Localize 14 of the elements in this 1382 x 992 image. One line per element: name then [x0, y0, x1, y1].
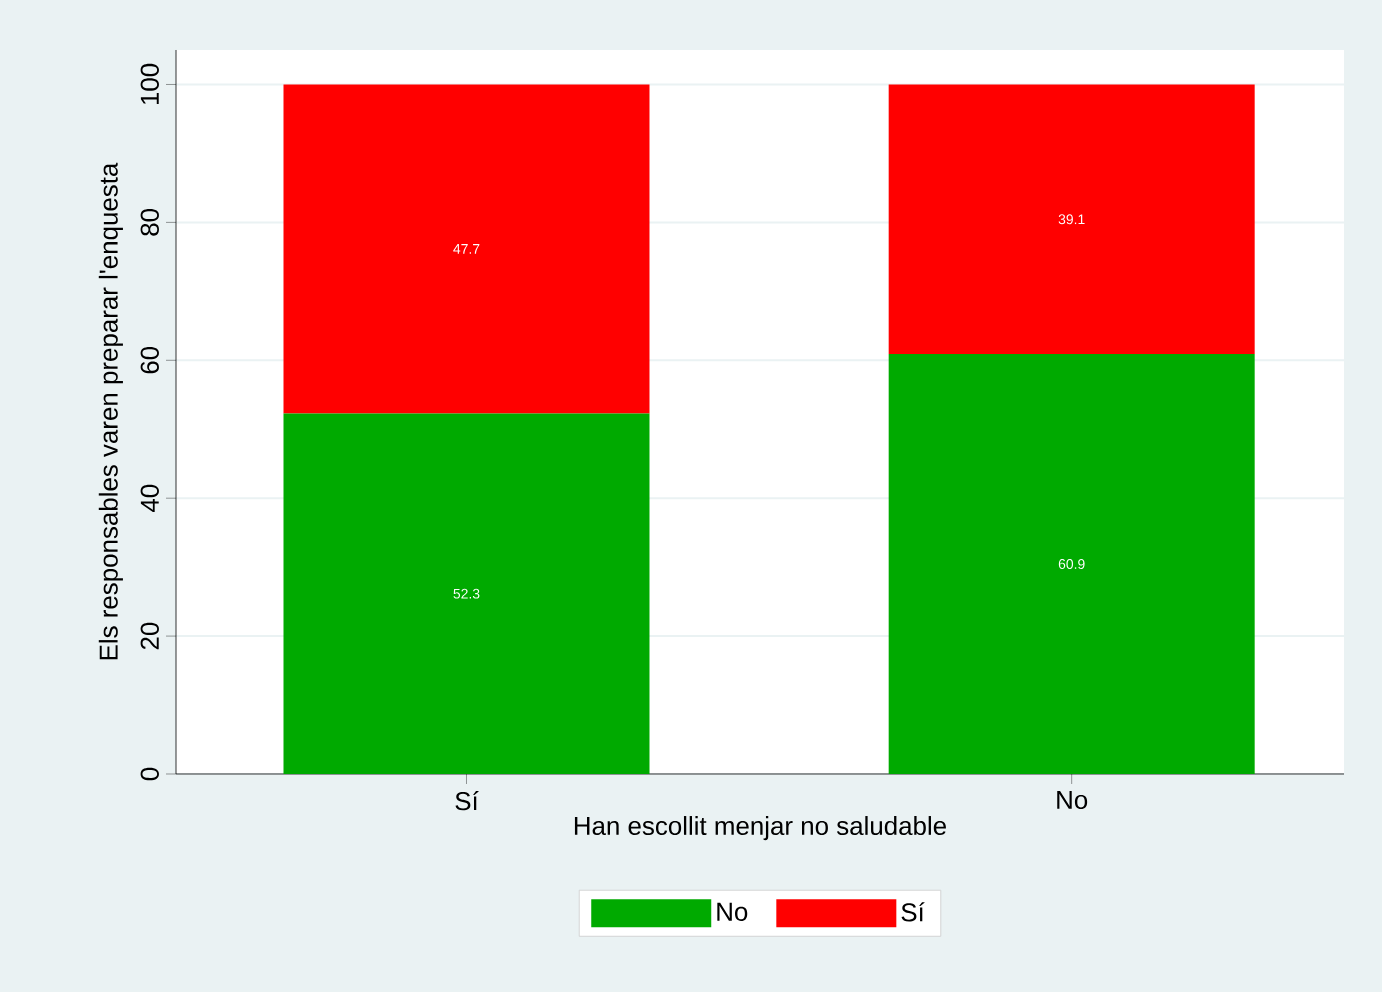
- y-tick-label: 40: [140, 484, 159, 512]
- legend-label: No: [717, 902, 748, 921]
- bar: [888, 84, 1255, 355]
- y-tick-label: 60: [140, 346, 159, 374]
- bar: [283, 84, 650, 414]
- y-tick-label: 0: [140, 767, 159, 781]
- bar: [888, 354, 1255, 774]
- y-axis-title: Els responsables varen preparar l'enquesta: [98, 162, 123, 660]
- x-axis-title: Han escollit menjar no saludable: [574, 816, 946, 841]
- y-tick-label: 100: [140, 63, 159, 105]
- legend-label: Sí: [901, 902, 925, 922]
- y-tick-label: 80: [140, 208, 159, 236]
- bar: [283, 413, 650, 774]
- y-tick-label: 20: [140, 622, 159, 650]
